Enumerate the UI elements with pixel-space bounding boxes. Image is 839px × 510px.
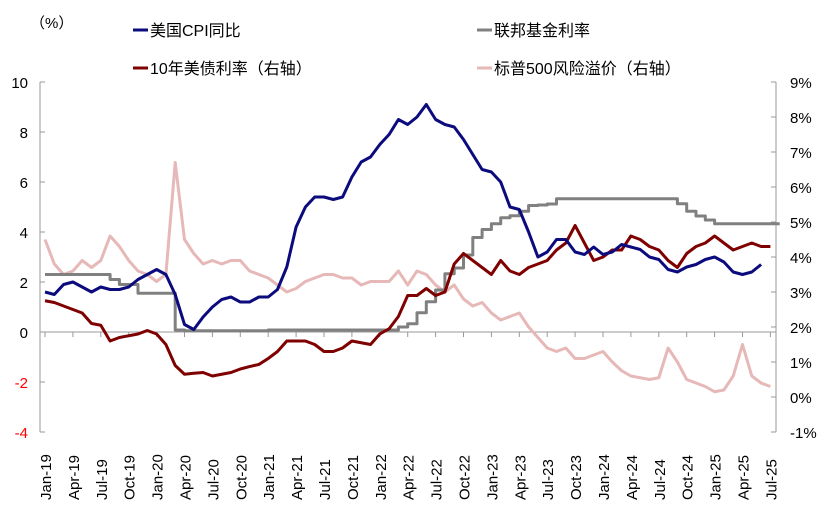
right-tick-label: 0% — [790, 390, 812, 407]
left-tick-label: -2 — [15, 375, 28, 392]
x-tick-label: Jul-21 — [317, 459, 334, 500]
x-tick-label: Apr-19 — [66, 455, 83, 500]
right-tick-label: -1% — [790, 425, 817, 442]
x-tick-label: Jan-23 — [484, 454, 501, 500]
left-tick-label: 2 — [20, 275, 28, 292]
right-tick-label: 9% — [790, 75, 812, 92]
x-tick-label: Oct-23 — [568, 455, 585, 500]
x-tick-label: Oct-21 — [345, 455, 362, 500]
x-tick-label: Oct-22 — [457, 455, 474, 500]
x-tick-label: Jul-25 — [763, 459, 780, 500]
right-tick-label: 3% — [790, 285, 812, 302]
x-tick-label: Oct-24 — [680, 455, 697, 500]
legend-label: 美国CPI同比 — [150, 22, 241, 40]
x-tick-label: Apr-22 — [401, 455, 418, 500]
series-line-2 — [44, 224, 771, 378]
left-tick-label: -4 — [15, 425, 28, 442]
right-tick-label: 4% — [790, 250, 812, 267]
legend-label: 联邦基金利率 — [494, 22, 590, 40]
left-unit-label: （%） — [30, 15, 73, 32]
x-tick-label: Jul-23 — [540, 459, 557, 500]
x-tick-label: Oct-20 — [233, 455, 250, 500]
x-tick-label: Jul-20 — [205, 459, 222, 500]
left-tick-label: 4 — [20, 225, 28, 242]
left-tick-label: 10 — [11, 75, 28, 92]
right-tick-label: 1% — [790, 355, 812, 372]
left-tick-label: 0 — [20, 325, 28, 342]
right-tick-label: 7% — [790, 145, 812, 162]
series-line-3 — [43, 161, 771, 394]
x-tick-label: Jul-24 — [652, 459, 669, 500]
x-tick-label: Jan-21 — [261, 454, 278, 500]
legend-label: 标普500风险溢价（右轴） — [494, 60, 681, 78]
x-tick-label: Jul-22 — [429, 459, 446, 500]
right-tick-label: 5% — [790, 215, 812, 232]
series-line-1 — [45, 197, 780, 333]
x-tick-label: Oct-19 — [122, 455, 139, 500]
x-tick-label: Jan-24 — [596, 454, 613, 500]
right-tick-label: 8% — [790, 110, 812, 127]
legend-label: 10年美债利率（右轴） — [150, 60, 312, 78]
left-tick-label: 6 — [20, 175, 28, 192]
x-tick-label: Jan-25 — [708, 454, 725, 500]
x-tick-label: Apr-24 — [624, 455, 641, 500]
x-tick-label: Jul-19 — [94, 459, 111, 500]
series-line-0 — [44, 103, 763, 331]
x-tick-label: Jan-19 — [38, 454, 55, 500]
x-tick-label: Apr-23 — [512, 455, 529, 500]
left-tick-label: 8 — [20, 125, 28, 142]
x-tick-label: Apr-21 — [289, 455, 306, 500]
x-tick-label: Apr-25 — [736, 455, 753, 500]
right-tick-label: 6% — [790, 180, 812, 197]
x-tick-label: Jan-20 — [150, 454, 167, 500]
x-tick-label: Apr-20 — [178, 455, 195, 500]
x-tick-label: Jan-22 — [373, 454, 390, 500]
right-tick-label: 2% — [790, 320, 812, 337]
